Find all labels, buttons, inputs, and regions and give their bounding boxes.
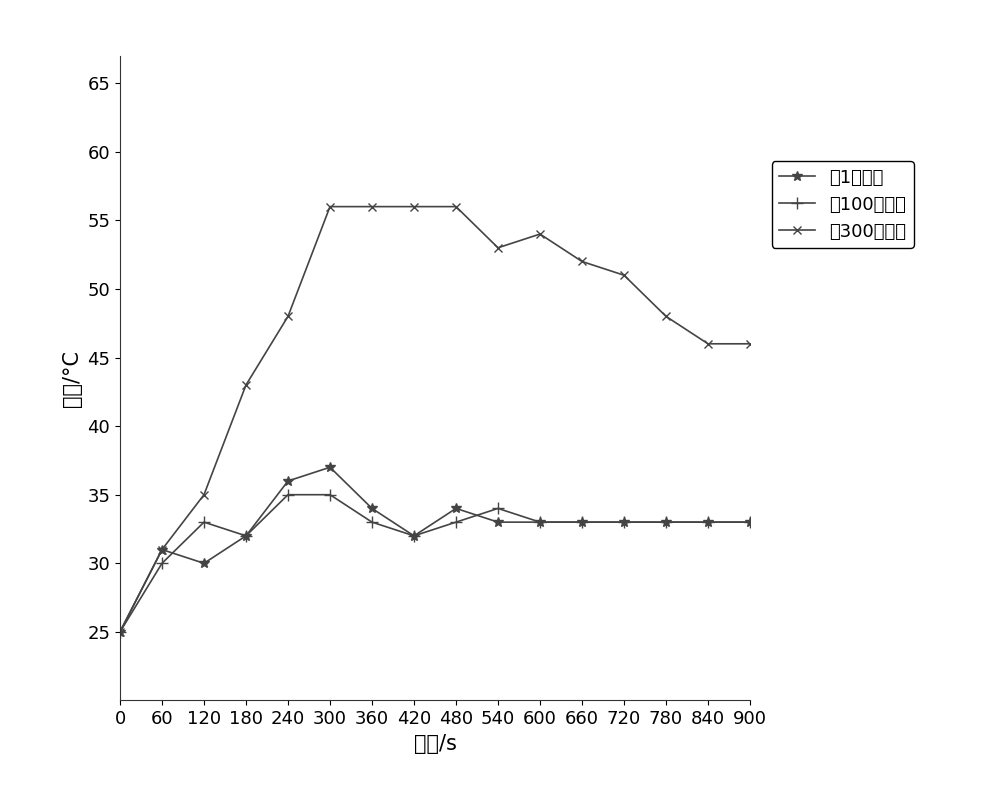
第100次通电 [744, 517, 756, 527]
第1次通电 [366, 504, 378, 513]
第1次通电 [618, 517, 630, 527]
第100次通电 [408, 531, 420, 540]
第300次通电 [702, 339, 714, 349]
第300次通电 [198, 490, 210, 499]
第300次通电 [282, 311, 294, 321]
第100次通电 [450, 517, 462, 527]
第100次通电 [660, 517, 672, 527]
第100次通电 [114, 627, 126, 637]
第1次通电 [744, 517, 756, 527]
第100次通电 [240, 531, 252, 540]
第1次通电 [408, 531, 420, 540]
第300次通电 [492, 243, 504, 252]
第100次通电 [618, 517, 630, 527]
第1次通电 [660, 517, 672, 527]
Line: 第100次通电: 第100次通电 [114, 490, 756, 638]
第300次通电 [534, 229, 546, 239]
第1次通电 [282, 476, 294, 486]
Legend: 第1次通电, 第100次通电, 第300次通电: 第1次通电, 第100次通电, 第300次通电 [772, 162, 914, 248]
Line: 第1次通电: 第1次通电 [115, 462, 755, 637]
第1次通电 [576, 517, 588, 527]
Y-axis label: 温度/°C: 温度/°C [62, 349, 82, 407]
第1次通电 [198, 559, 210, 568]
第300次通电 [366, 202, 378, 212]
第1次通电 [156, 544, 168, 554]
第100次通电 [492, 504, 504, 513]
第300次通电 [324, 202, 336, 212]
第100次通电 [198, 517, 210, 527]
Line: 第300次通电: 第300次通电 [116, 202, 754, 636]
第300次通电 [114, 627, 126, 637]
第100次通电 [366, 517, 378, 527]
第300次通电 [450, 202, 462, 212]
第1次通电 [702, 517, 714, 527]
第300次通电 [576, 257, 588, 267]
第100次通电 [534, 517, 546, 527]
第100次通电 [702, 517, 714, 527]
第1次通电 [534, 517, 546, 527]
第100次通电 [324, 490, 336, 499]
第1次通电 [114, 627, 126, 637]
第1次通电 [450, 504, 462, 513]
X-axis label: 时间/s: 时间/s [414, 734, 456, 754]
第300次通电 [240, 380, 252, 390]
第1次通电 [240, 531, 252, 540]
第300次通电 [618, 271, 630, 280]
第300次通电 [744, 339, 756, 349]
第100次通电 [282, 490, 294, 499]
第1次通电 [324, 462, 336, 472]
第1次通电 [492, 517, 504, 527]
第300次通电 [156, 544, 168, 554]
第100次通电 [576, 517, 588, 527]
第100次通电 [156, 559, 168, 568]
第300次通电 [660, 311, 672, 321]
第300次通电 [408, 202, 420, 212]
